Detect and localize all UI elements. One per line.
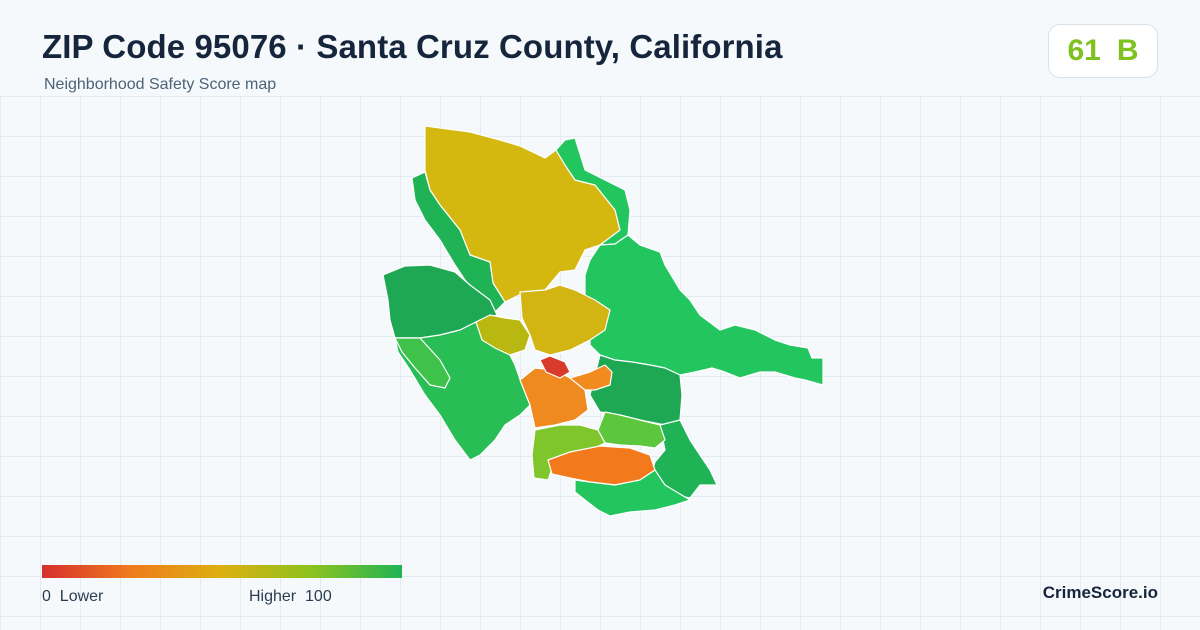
page-subtitle: Neighborhood Safety Score map xyxy=(44,76,277,93)
region-southeast-coast[interactable] xyxy=(649,419,718,499)
legend-low: 0 Lower xyxy=(42,588,103,606)
legend-high-label: Higher xyxy=(249,588,297,605)
score-value: 61 xyxy=(1067,34,1101,67)
region-center-east-orange[interactable] xyxy=(569,364,613,391)
region-northwest-strip[interactable] xyxy=(411,171,506,313)
score-grade: B xyxy=(1116,34,1139,67)
region-core-red[interactable] xyxy=(539,355,571,379)
region-center-gold[interactable] xyxy=(519,284,611,356)
legend-gradient-bar xyxy=(42,565,402,578)
region-south-coast-green[interactable] xyxy=(574,469,691,517)
page-title: ZIP Code 95076 · Santa Cruz County, Cali… xyxy=(42,28,783,65)
region-center-olive[interactable] xyxy=(475,314,531,356)
legend-labels: 0 Lower Higher 100 xyxy=(42,588,402,608)
header: ZIP Code 95076 · Santa Cruz County, Cali… xyxy=(0,0,1200,96)
legend-low-label: Lower xyxy=(59,588,104,605)
legend-min: 0 xyxy=(42,588,51,605)
region-west-coast-small[interactable] xyxy=(394,337,451,389)
safety-score-badge: 61 B xyxy=(1048,24,1158,78)
legend-max: 100 xyxy=(305,588,332,605)
brand-logo[interactable]: CrimeScore.io xyxy=(1042,583,1158,602)
legend-high: Higher 100 xyxy=(249,588,332,606)
